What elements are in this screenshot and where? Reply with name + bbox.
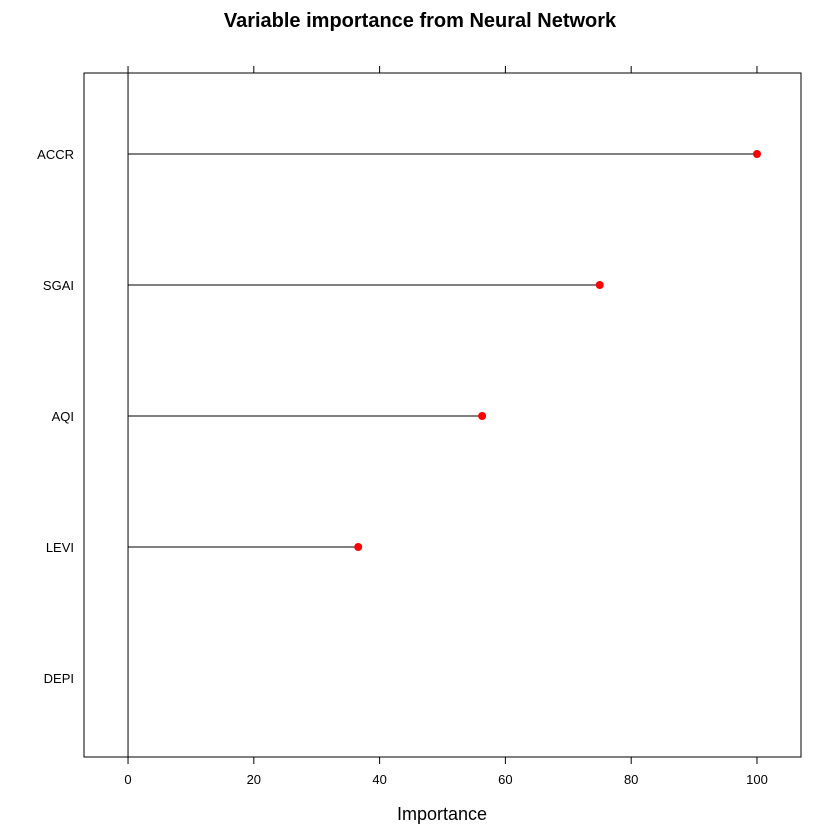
plot-panel <box>83 72 802 758</box>
point-levi <box>354 543 363 551</box>
point-sgai <box>595 281 604 289</box>
stems-layer <box>128 153 757 548</box>
y-tick-label-depi: DEPI <box>44 671 74 686</box>
y-tick-label-sgai: SGAI <box>43 278 74 293</box>
x-tick-label-40: 40 <box>372 772 386 787</box>
x-tick-label-0: 0 <box>124 772 131 787</box>
x-axis-label: Importance <box>397 804 487 824</box>
chart-title: Variable importance from Neural Network <box>224 10 617 32</box>
y-tick-label-levi: LEVI <box>46 540 74 555</box>
y-tick-label-aqi: AQI <box>52 409 74 424</box>
point-aqi <box>478 412 487 420</box>
x-tick-label-60: 60 <box>498 772 512 787</box>
x-tick-label-20: 20 <box>247 772 261 787</box>
point-accr <box>752 150 761 158</box>
y-axis: ACCR SGAI AQI LEVI DEPI <box>37 147 74 686</box>
y-tick-label-accr: ACCR <box>37 147 74 162</box>
x-axis: 0 20 40 60 80 100 <box>124 66 768 787</box>
x-tick-label-80: 80 <box>624 772 638 787</box>
points-layer <box>354 150 761 551</box>
x-tick-label-100: 100 <box>746 772 768 787</box>
